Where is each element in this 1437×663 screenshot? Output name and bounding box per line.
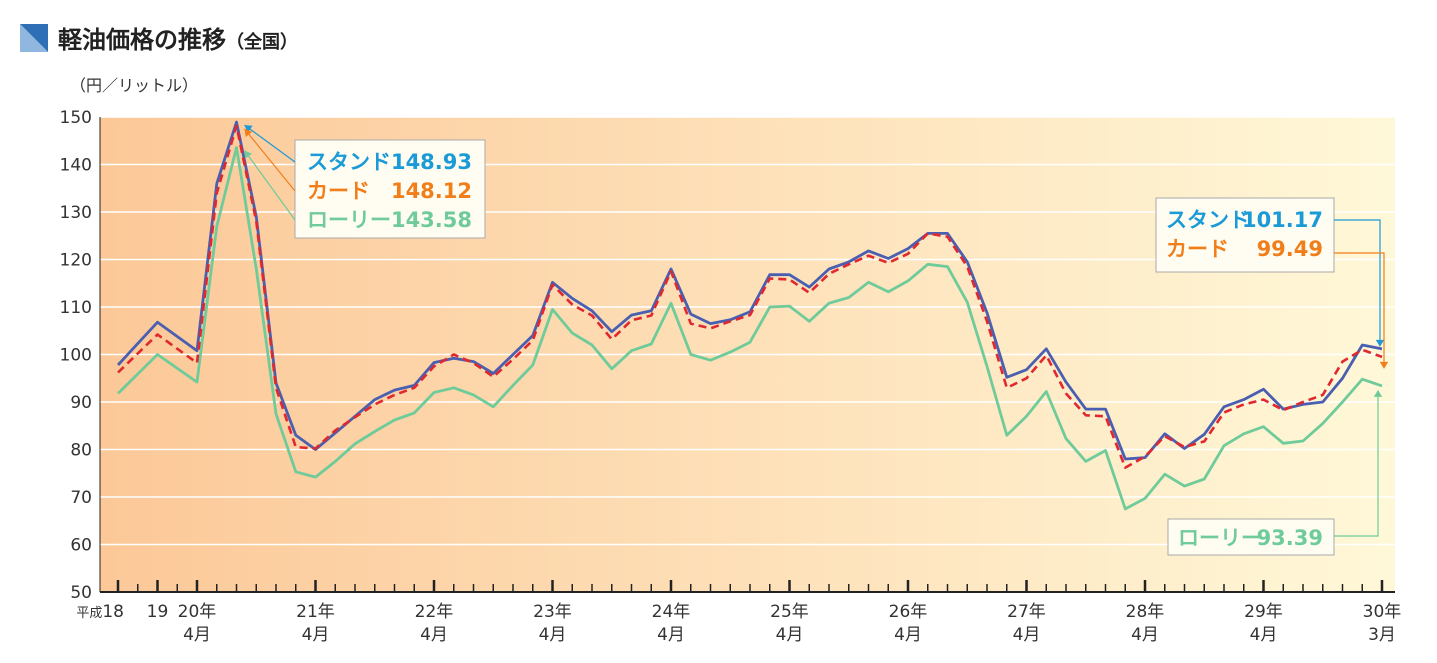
x-tick-label-year: 18 [102, 602, 124, 622]
x-tick-label-month: 4月 [539, 625, 567, 645]
x-tick-label-month: 4月 [1013, 625, 1041, 645]
x-tick-label-month: 4月 [894, 625, 922, 645]
latest-arrow-stand [1375, 339, 1385, 347]
latest-callout-stand-label: スタンド [1166, 208, 1250, 232]
y-tick-110: 110 [60, 298, 92, 318]
latest-callout-card-value: 99.49 [1257, 237, 1323, 261]
peak-callout-box [294, 139, 486, 239]
latest-arrow-lorry [1373, 389, 1383, 397]
x-tick-label: 24年 [652, 602, 691, 622]
y-tick-100: 100 [60, 346, 92, 366]
title-sub: （全国） [226, 32, 298, 53]
x-tick-label-month: 4月 [657, 625, 685, 645]
x-tick-label: 22年 [415, 602, 454, 622]
x-tick-label: 28年 [1126, 602, 1165, 622]
x-tick-label-month: 4月 [776, 625, 804, 645]
x-tick-label: 27年 [1007, 602, 1046, 622]
y-tick-labels: 50 60 70 80 90 100 110 120 130 140 150 [60, 108, 92, 603]
x-tick-label: 25年 [770, 602, 809, 622]
peak-arrow-stand [244, 125, 253, 133]
x-tick-label: 23年 [533, 602, 572, 622]
x-tick-label-month: 4月 [183, 625, 211, 645]
y-tick-130: 130 [60, 203, 92, 223]
x-tick-label-month: 4月 [420, 625, 448, 645]
series-line-card [117, 124, 1383, 469]
x-tick-label-month: 4月 [302, 625, 330, 645]
peak-callout-card-label: カード [307, 179, 370, 203]
x-tick-label-month: 3月 [1368, 625, 1396, 645]
y-tick-50: 50 [70, 583, 92, 603]
latest-callout-stand-value: 101.17 [1242, 208, 1323, 232]
peak-callout-lorry-label: ローリー [307, 208, 391, 232]
y-tick-150: 150 [60, 108, 92, 128]
series-line-lorry [117, 146, 1383, 511]
latest-leader-lorry [1334, 393, 1379, 537]
series-lines [116, 120, 1383, 511]
x-tick-label: 20年 [178, 602, 217, 622]
latest-leader-stand [1334, 219, 1381, 343]
y-axis-unit: （円／リットル） [70, 76, 199, 95]
x-tick-label-month: 4月 [1250, 625, 1278, 645]
peak-arrow-card [244, 128, 253, 137]
peak-callout-stand-value: 148.93 [391, 150, 472, 174]
peak-callout-stand-label: スタンド [307, 150, 391, 174]
latest-bottom-callout-box [1167, 518, 1335, 556]
x-axis: 平成18 19 20年 4月 21年 4月 22年 4月 23年 4月 24年 4月 25年 4月 26年 4… [76, 117, 1401, 645]
page-title: 軽油価格の推移（全国） [58, 20, 298, 55]
peak-callout-card-value: 148.12 [391, 179, 472, 203]
x-tick-label-month: 4月 [1131, 625, 1159, 645]
peak-callout-lorry-value: 143.58 [391, 208, 472, 232]
x-tick-label: 29年 [1244, 602, 1283, 622]
latest-arrow-card [1379, 361, 1389, 369]
x-tick-label-prefix: 平成 [76, 606, 102, 621]
y-tick-70: 70 [70, 488, 92, 508]
peak-leader-stand [244, 124, 296, 163]
y-tick-80: 80 [70, 441, 92, 461]
peak-leader-card [244, 128, 296, 192]
latest-callout-lorry-value: 93.39 [1257, 526, 1323, 550]
latest-callout-card-label: カード [1166, 237, 1229, 261]
y-tick-140: 140 [60, 156, 92, 176]
y-tick-90: 90 [70, 393, 92, 413]
latest-leader-card [1334, 252, 1385, 365]
x-tick-label: 26年 [889, 602, 928, 622]
title-main: 軽油価格の推移 [58, 26, 226, 54]
x-tick-label: 21年 [296, 602, 335, 622]
peak-arrow-lorry [244, 150, 252, 159]
latest-callout-lorry-label: ローリー [1178, 526, 1262, 550]
x-tick-label: 19 [147, 602, 169, 622]
peak-leader-lorry [244, 150, 296, 221]
title-marker-icon [20, 24, 48, 52]
x-tick-label: 30年 [1363, 602, 1402, 622]
x-tick-label: 平成18 [76, 602, 124, 622]
latest-top-callout-box [1155, 197, 1335, 273]
y-tick-60: 60 [70, 536, 92, 556]
y-tick-120: 120 [60, 251, 92, 271]
